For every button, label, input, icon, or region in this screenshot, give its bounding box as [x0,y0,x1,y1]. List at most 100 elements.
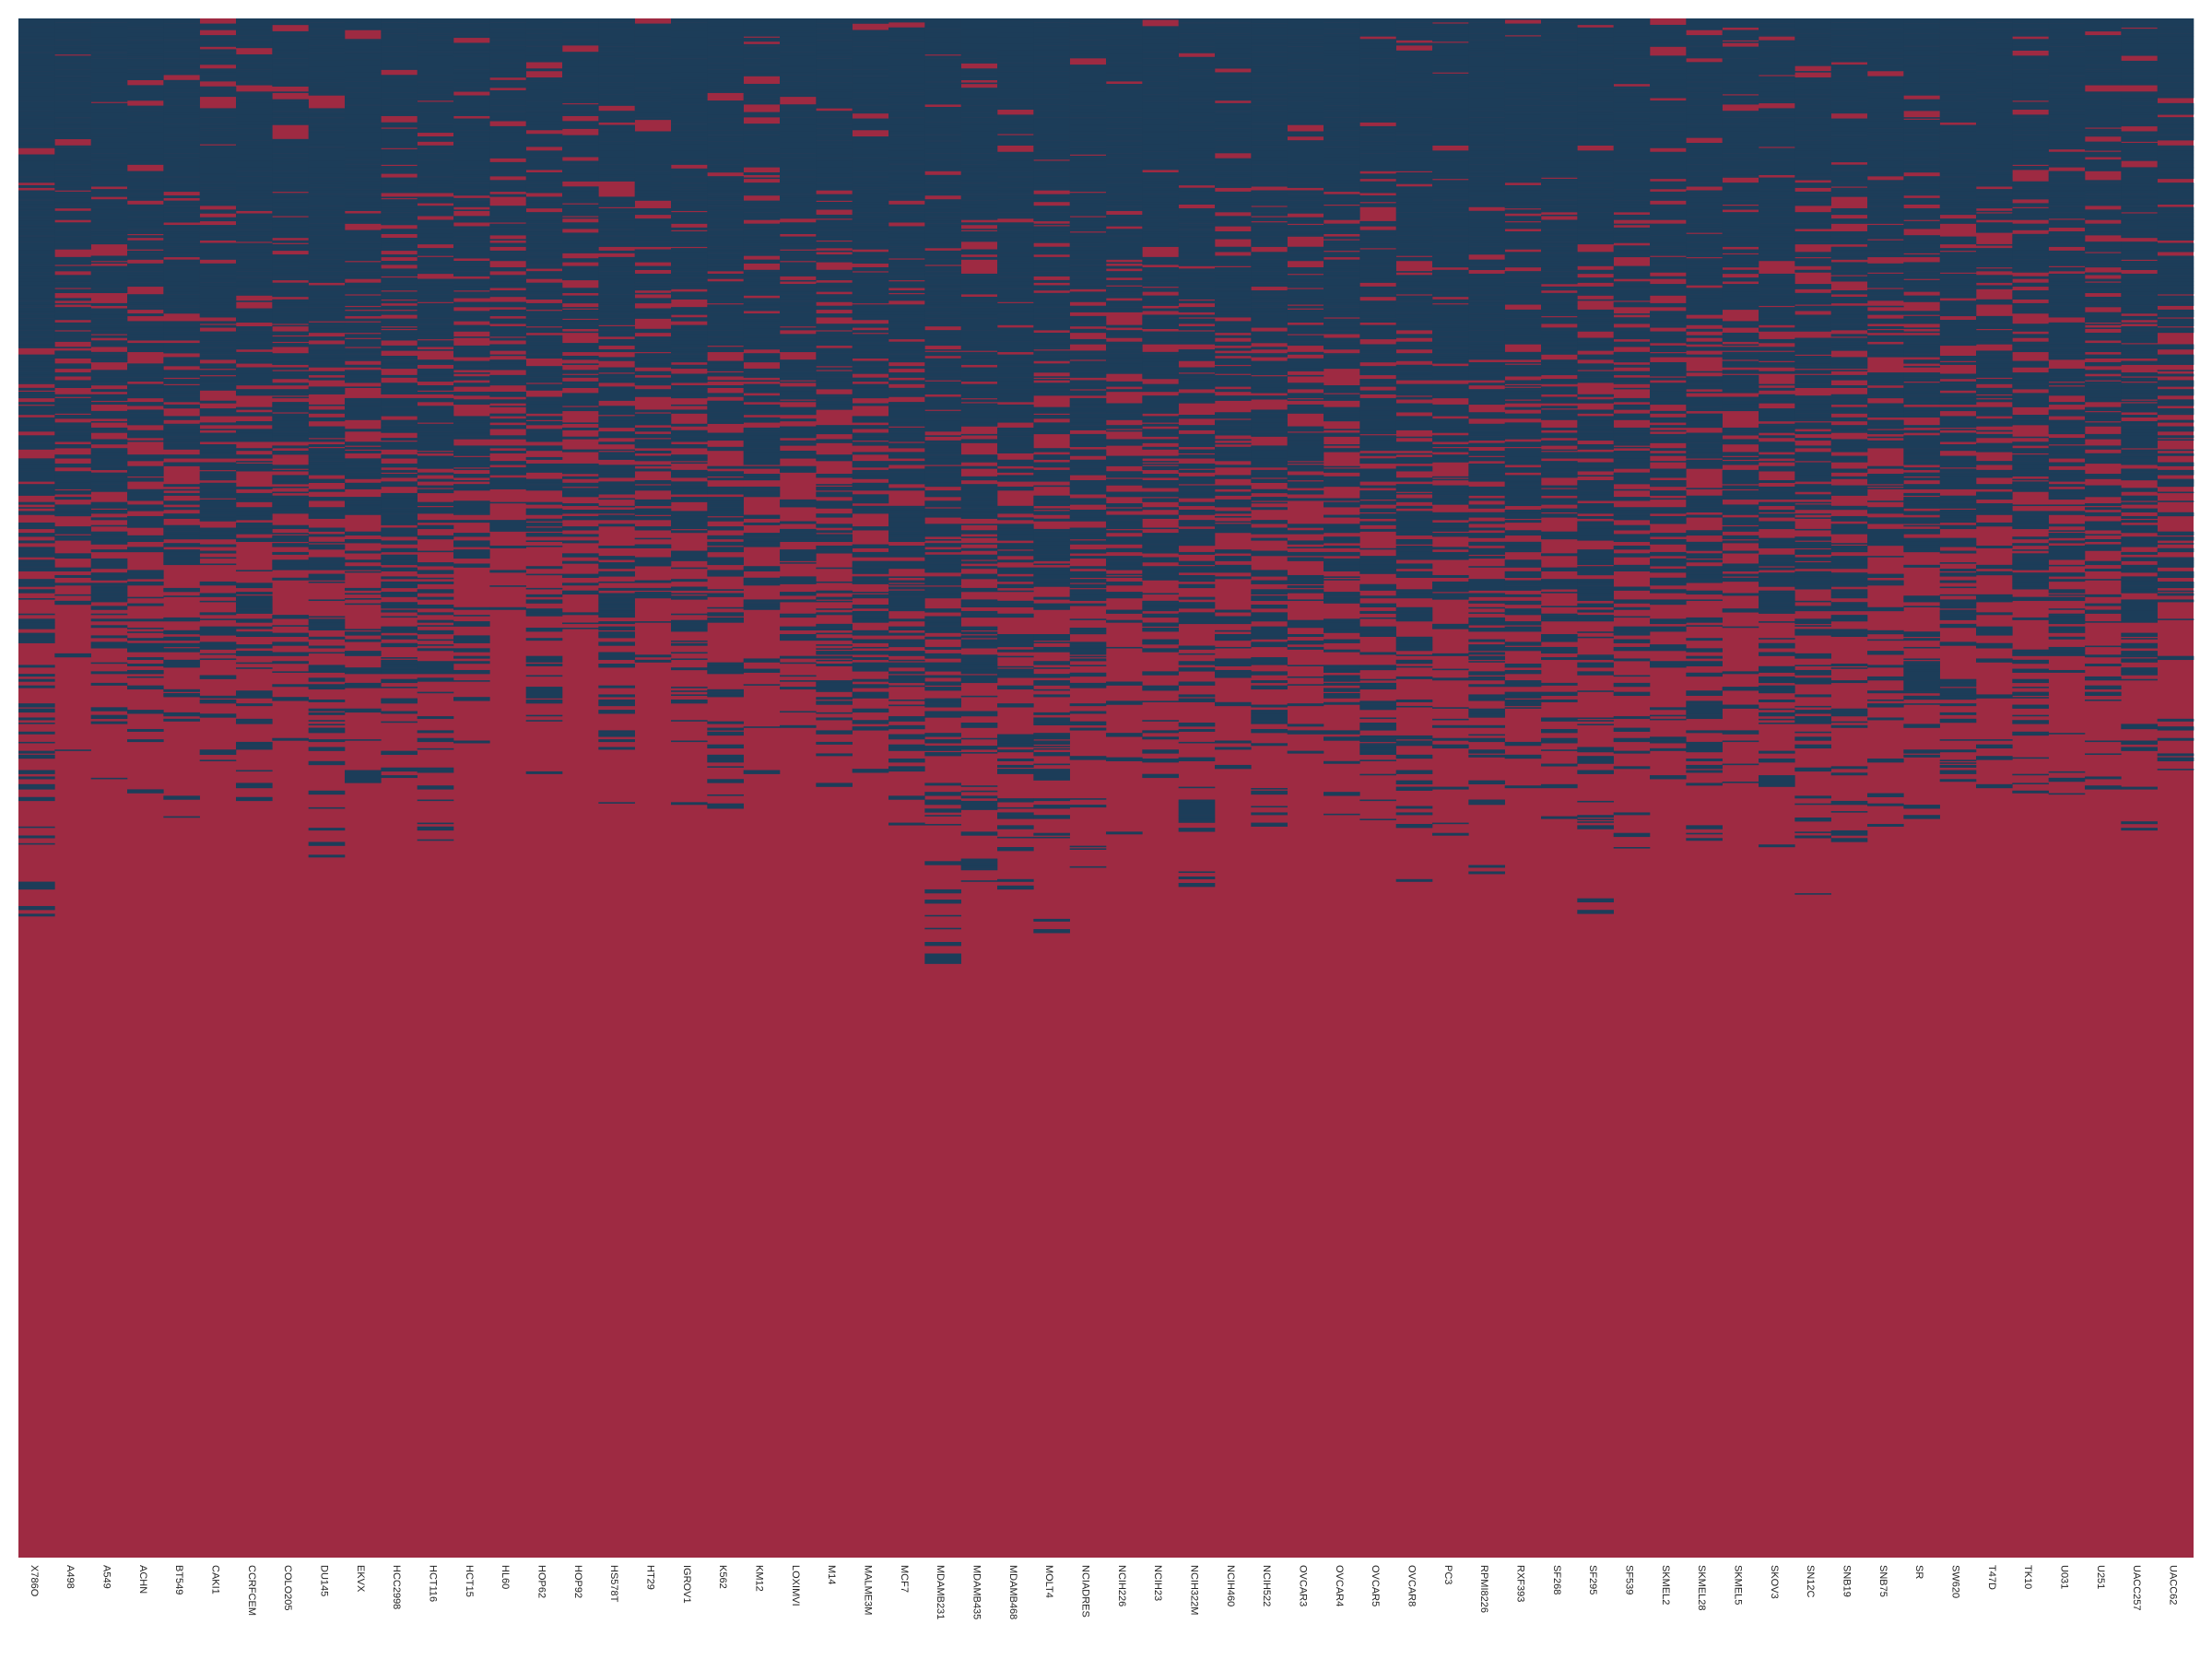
heatmap-cell [1069,629,1107,631]
heatmap-cell [960,174,998,180]
heatmap-cell [1033,537,1070,543]
heatmap-cell [54,118,91,123]
heatmap-cell [960,387,998,391]
heatmap-cell [888,246,925,249]
heatmap-cell [272,299,309,304]
heatmap-cell [816,259,853,263]
heatmap-cell [997,524,1034,527]
heatmap-cell [18,885,55,888]
heatmap-cell [743,130,781,135]
heatmap-cell [598,610,635,614]
heatmap-cell [634,220,672,226]
heatmap-cell [525,659,563,663]
heatmap-cell [272,527,309,530]
heatmap-cell [960,347,998,351]
heatmap-cell [852,231,889,242]
heatmap-cell [127,279,164,283]
heatmap-cell [18,330,55,334]
heatmap-cell [18,835,55,839]
heatmap-cell [997,225,1034,229]
heatmap-cell [634,312,672,315]
heatmap-cell [308,209,346,211]
heatmap-cell [453,475,490,477]
heatmap-cell [888,254,925,259]
heatmap-cell [90,371,128,373]
heatmap-cell [598,88,635,95]
heatmap-cell [780,613,817,616]
heatmap-cell [888,111,925,118]
heatmap-cell [18,315,55,319]
heatmap-cell [236,160,273,163]
heatmap-cell [888,472,925,483]
heatmap-cell [236,358,273,360]
heatmap-cell [780,131,817,138]
heatmap-cell [997,826,1034,830]
heatmap-cell [199,157,237,164]
heatmap-cell [997,194,1034,196]
heatmap-cell [272,510,309,514]
heatmap-cell [1033,206,1070,210]
heatmap-cell [345,406,382,419]
heatmap-cell [381,305,418,309]
heatmap-cell [816,135,853,138]
heatmap-cell [308,235,346,240]
heatmap-cell [163,438,200,440]
heatmap-cell [18,366,55,370]
heatmap-cell [997,277,1034,279]
heatmap-cell [816,680,853,684]
heatmap-cell [924,435,961,437]
heatmap-cell [598,227,635,229]
heatmap-cell [562,291,599,294]
heatmap-cell [780,148,817,154]
heatmap-cell [127,115,164,123]
heatmap-cell [90,92,128,96]
heatmap-cell [525,335,563,337]
heatmap-cell [816,154,853,157]
heatmap-cell [1033,315,1070,318]
heatmap-cell [345,52,382,55]
heatmap-cell [163,350,200,354]
heatmap-cell [18,345,55,347]
heatmap-cell [1033,313,1070,317]
heatmap-cell [780,373,817,378]
heatmap-cell [163,595,200,597]
heatmap-cell [163,659,200,668]
heatmap-cell [236,167,273,170]
heatmap-cell [743,269,781,272]
heatmap-cell [743,395,781,399]
heatmap-cell [345,357,382,360]
heatmap-cell [816,111,853,115]
heatmap-cell [960,302,998,308]
heatmap-cell [707,56,744,64]
heatmap-cell [1106,53,1143,62]
heatmap-cell [743,545,781,547]
heatmap-cell [18,107,55,112]
heatmap-cell [598,665,635,668]
heatmap-cell [816,782,853,787]
heatmap-cell [236,124,273,129]
heatmap-cell [127,477,164,482]
heatmap-cell [997,366,1034,374]
heatmap-cell [924,168,961,171]
heatmap-cell [381,268,418,270]
heatmap-cell [671,279,708,283]
heatmap-cell [743,385,781,390]
heatmap-cell [888,219,925,223]
heatmap-cell [525,294,563,296]
heatmap-cell [163,288,200,292]
heatmap-cell [888,513,925,518]
heatmap-cell [997,128,1034,135]
heatmap-cell [707,114,744,119]
heatmap-cell [707,277,744,279]
heatmap-cell [1069,125,1107,132]
heatmap-cell [671,324,708,327]
heatmap-cell [780,300,817,302]
heatmap-cell [816,379,853,382]
heatmap-cell [236,465,273,468]
heatmap-cell [634,232,672,237]
heatmap-cell [852,416,889,418]
heatmap-cell [816,125,853,129]
heatmap-cell [525,602,563,604]
heatmap-cell [127,305,164,308]
heatmap-cell [598,747,635,750]
